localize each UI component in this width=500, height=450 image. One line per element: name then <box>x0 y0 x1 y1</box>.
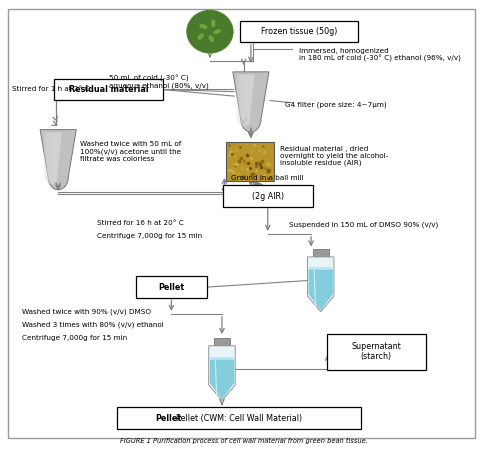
Text: Stirred for 16 h at 20° C: Stirred for 16 h at 20° C <box>96 220 184 226</box>
FancyBboxPatch shape <box>117 407 360 429</box>
Polygon shape <box>233 72 269 132</box>
Ellipse shape <box>198 34 203 39</box>
Text: Residual material , dried
overnight to yield the alcohol-
insoluble residue (AIR: Residual material , dried overnight to y… <box>280 146 388 166</box>
FancyBboxPatch shape <box>240 21 358 42</box>
Text: Frozen tissue (50g): Frozen tissue (50g) <box>261 27 337 36</box>
Ellipse shape <box>212 20 214 27</box>
Text: Immersed, homogenized
in 180 mL of cold (-30° C) ethanol (96%, v/v): Immersed, homogenized in 180 mL of cold … <box>299 48 461 63</box>
Ellipse shape <box>214 30 220 33</box>
Text: Centrifuge 7,000g for 15 min: Centrifuge 7,000g for 15 min <box>22 335 127 342</box>
Polygon shape <box>242 75 254 127</box>
Polygon shape <box>308 270 333 310</box>
Text: Stirred for 1 h at 2° C: Stirred for 1 h at 2° C <box>12 86 90 92</box>
Polygon shape <box>240 75 254 127</box>
Text: Supernatant
(starch): Supernatant (starch) <box>352 342 401 361</box>
Circle shape <box>188 11 232 52</box>
Circle shape <box>187 10 233 53</box>
Text: Washed twice with 50 mL of
100%(v/v) acetone until the
filtrate was colorless: Washed twice with 50 mL of 100%(v/v) ace… <box>80 141 181 162</box>
Ellipse shape <box>200 25 206 28</box>
Polygon shape <box>308 257 334 312</box>
Polygon shape <box>210 360 234 399</box>
Polygon shape <box>236 75 254 127</box>
Polygon shape <box>44 132 62 184</box>
Polygon shape <box>309 267 332 270</box>
Text: (2g AIR): (2g AIR) <box>252 192 284 201</box>
Text: G4 filter (pore size: 4~7μm): G4 filter (pore size: 4~7μm) <box>284 102 386 108</box>
FancyBboxPatch shape <box>326 333 426 369</box>
Polygon shape <box>46 132 62 184</box>
Polygon shape <box>210 357 234 360</box>
FancyBboxPatch shape <box>226 142 274 181</box>
FancyBboxPatch shape <box>8 9 475 438</box>
Ellipse shape <box>209 36 214 41</box>
Text: Ground in a ball mill: Ground in a ball mill <box>232 176 304 181</box>
Text: Centrifuge 7,000g for 15 min: Centrifuge 7,000g for 15 min <box>96 233 202 239</box>
Text: FIGURE 1 Purification process of cell wall material from green bean tissue.: FIGURE 1 Purification process of cell wa… <box>120 437 368 444</box>
FancyBboxPatch shape <box>136 276 206 298</box>
FancyBboxPatch shape <box>313 249 328 257</box>
Polygon shape <box>208 346 235 400</box>
Text: Washed twice with 90% (v/v) DMSO: Washed twice with 90% (v/v) DMSO <box>22 308 151 315</box>
FancyBboxPatch shape <box>54 79 163 100</box>
Polygon shape <box>40 130 76 190</box>
Text: Residual material: Residual material <box>69 85 148 94</box>
Polygon shape <box>50 132 62 184</box>
FancyBboxPatch shape <box>223 185 312 207</box>
Text: Suspended in 150 mL of DMSO 90% (v/v): Suspended in 150 mL of DMSO 90% (v/v) <box>290 222 438 228</box>
Text: Washed 3 times with 80% (v/v) ethanol: Washed 3 times with 80% (v/v) ethanol <box>22 322 164 328</box>
Text: Pellet (CWM: Cell Wall Material): Pellet (CWM: Cell Wall Material) <box>176 414 302 423</box>
Text: 50 mL of cold (-30° C)
aqueous ethanol (80%, v/v): 50 mL of cold (-30° C) aqueous ethanol (… <box>109 75 208 89</box>
Text: Pellet: Pellet <box>158 283 184 292</box>
Text: Pellet: Pellet <box>156 414 182 423</box>
FancyBboxPatch shape <box>214 338 230 346</box>
